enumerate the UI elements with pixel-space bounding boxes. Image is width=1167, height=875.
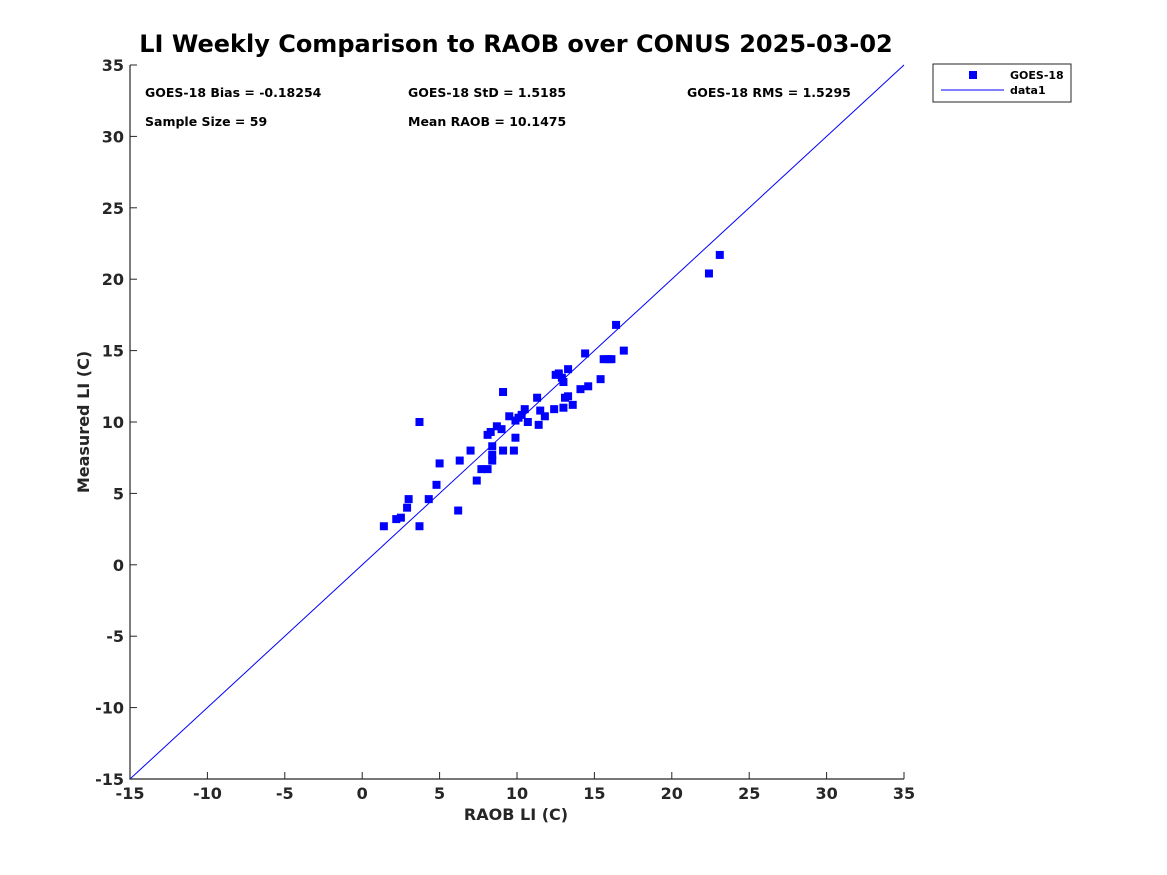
y-tick-label: -5 <box>106 627 124 646</box>
data-point-20 <box>488 442 497 451</box>
y-tick-label: 20 <box>102 270 124 289</box>
y-tick-label: -10 <box>95 699 124 718</box>
plot-area: -15 -10 -5 0 5 10 15 20 25 30 35 -15 -10 -5 0 5 10 15 20 2… <box>95 56 915 803</box>
data-point-48 <box>581 349 590 358</box>
data-point-36 <box>540 412 549 421</box>
data-point-5 <box>415 522 424 531</box>
x-tick-label: -5 <box>276 784 294 803</box>
data-point-35 <box>536 406 545 415</box>
data-point-1 <box>392 515 401 524</box>
legend-marker-goes18 <box>969 71 977 79</box>
data-point-45 <box>564 365 573 374</box>
data-point-56 <box>704 269 713 278</box>
data-point-41 <box>559 403 568 412</box>
data-point-44 <box>564 392 573 401</box>
data-point-31 <box>520 405 529 414</box>
legend: GOES-18 data1 <box>932 63 1072 103</box>
data-point-47 <box>576 385 585 394</box>
data-point-51 <box>599 355 608 364</box>
data-point-42 <box>559 378 568 387</box>
x-tick-label: 5 <box>434 784 445 803</box>
data-point-50 <box>596 375 605 384</box>
chart-title: LI Weekly Comparison to RAOB over CONUS … <box>139 30 892 58</box>
data-point-25 <box>505 412 514 421</box>
data-point-22 <box>497 425 506 434</box>
data-point-23 <box>499 446 508 455</box>
y-tick-label: 5 <box>113 484 124 503</box>
data-point-17 <box>486 427 495 436</box>
legend-box <box>932 63 1072 103</box>
y-tick-label: 15 <box>102 342 124 361</box>
y-tick-label: -15 <box>95 770 124 789</box>
mean-raob-annotation: Mean RAOB = 10.1475 <box>408 114 566 129</box>
std-annotation: GOES-18 StD = 1.5185 <box>408 85 566 100</box>
data-point-30 <box>517 410 526 419</box>
data-point-34 <box>534 420 543 429</box>
data-point-13 <box>472 476 481 485</box>
data-point-21 <box>492 422 501 431</box>
data-point-46 <box>568 400 577 409</box>
data-point-55 <box>619 346 628 355</box>
data-point-26 <box>509 446 518 455</box>
data-point-18 <box>488 456 497 465</box>
goes18-points <box>379 250 724 531</box>
data-point-27 <box>511 433 520 442</box>
y-tick-label: 25 <box>102 199 124 218</box>
data-point-7 <box>424 495 433 504</box>
x-axis-ticks: -15 -10 -5 0 5 10 15 20 25 30 35 <box>116 772 915 803</box>
data-point-3 <box>403 503 412 512</box>
data-point-12 <box>466 446 475 455</box>
data-point-2 <box>396 513 405 522</box>
sample-size-annotation: Sample Size = 59 <box>145 114 267 129</box>
x-axis-label: RAOB LI (C) <box>464 805 568 824</box>
data-point-9 <box>435 459 444 468</box>
data-point-53 <box>607 355 616 364</box>
legend-label-goes18: GOES-18 <box>1010 69 1064 82</box>
legend-label-data1: data1 <box>1010 84 1046 97</box>
x-tick-label: -15 <box>116 784 145 803</box>
data-point-57 <box>715 250 724 259</box>
data-point-54 <box>612 320 621 329</box>
x-tick-label: 20 <box>661 784 683 803</box>
y-tick-label: 30 <box>102 127 124 146</box>
x-tick-label: 35 <box>893 784 915 803</box>
data-point-37 <box>550 405 559 414</box>
data-point-33 <box>533 393 542 402</box>
data-point-14 <box>477 465 486 474</box>
data-point-10 <box>454 506 463 515</box>
data-point-32 <box>523 418 532 426</box>
data-point-39 <box>554 369 563 378</box>
y-tick-label: 0 <box>113 556 124 575</box>
data-point-24 <box>499 388 508 397</box>
x-tick-label: 0 <box>357 784 368 803</box>
data-point-8 <box>432 480 441 489</box>
x-tick-label: 25 <box>738 784 760 803</box>
data-point-49 <box>584 382 593 391</box>
data-point-4 <box>404 495 413 504</box>
data-point-15 <box>483 465 492 474</box>
data-point-11 <box>455 456 464 465</box>
data-point-6 <box>415 418 424 426</box>
y-tick-label: 10 <box>102 413 124 432</box>
x-tick-label: 30 <box>815 784 837 803</box>
y-tick-label: 35 <box>102 56 124 75</box>
data-point-0 <box>379 522 388 531</box>
rms-annotation: GOES-18 RMS = 1.5295 <box>687 85 851 100</box>
x-tick-label: 15 <box>583 784 605 803</box>
data-point-19 <box>488 450 497 459</box>
y-axis-label: Measured LI (C) <box>74 351 93 493</box>
x-tick-label: -10 <box>193 784 222 803</box>
y-axis-ticks: -15 -10 -5 0 5 10 15 20 25 30 35 <box>95 56 137 789</box>
data-point-40 <box>557 373 566 382</box>
x-tick-label: 10 <box>506 784 528 803</box>
bias-annotation: GOES-18 Bias = -0.18254 <box>145 85 322 100</box>
